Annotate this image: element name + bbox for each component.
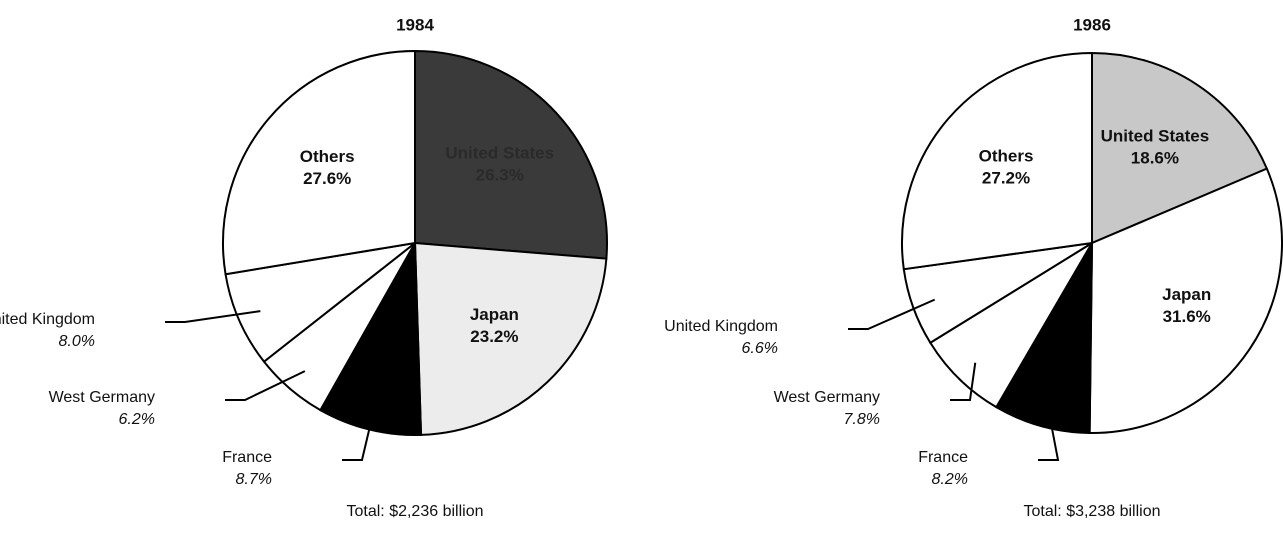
value-label: 26.3% (476, 165, 524, 184)
category-label: Others (979, 147, 1034, 166)
leader-line (225, 370, 306, 401)
pie-slice (928, 242, 1093, 409)
chart-title: 1984 (396, 15, 434, 34)
category-label: France (222, 449, 272, 466)
value-label: 8.7% (236, 471, 272, 488)
category-label: West Germany (49, 389, 155, 406)
pie-slice (413, 241, 608, 436)
pie-slice (414, 49, 608, 260)
leader-line (342, 406, 376, 461)
category-label: United Kingdom (664, 318, 778, 335)
chart-title: 1986 (1073, 15, 1111, 34)
total-annotation: Total: $3,238 billion (1024, 503, 1161, 520)
category-label: Others (300, 147, 355, 166)
value-label: 7.8% (844, 411, 880, 428)
value-label: 8.0% (59, 333, 95, 350)
leader-line (1038, 403, 1060, 461)
category-label: United States (1101, 126, 1210, 145)
category-label: West Germany (774, 389, 880, 406)
leader-line (848, 298, 936, 330)
leader-line (165, 310, 261, 323)
pie-slice (1091, 51, 1269, 245)
pie-slice (1088, 167, 1283, 434)
value-label: 31.6% (1163, 307, 1211, 326)
category-label: Japan (1162, 285, 1211, 304)
leader-line (950, 362, 977, 401)
value-label: 23.2% (470, 327, 518, 346)
category-label: United Kingdom (0, 311, 95, 328)
category-label: Japan (470, 305, 519, 324)
value-label: 27.6% (303, 169, 351, 188)
category-label: United States (445, 143, 554, 162)
pie-slice (994, 239, 1094, 434)
pie-slice (901, 51, 1093, 271)
pie-slice (224, 242, 416, 364)
pie-slice (222, 49, 416, 276)
category-label: France (918, 449, 968, 466)
total-annotation: Total: $2,236 billion (347, 503, 484, 520)
value-label: 6.2% (119, 411, 155, 428)
value-label: 8.2% (932, 471, 968, 488)
value-label: 18.6% (1131, 148, 1179, 167)
value-label: 27.2% (982, 169, 1030, 188)
value-label: 6.6% (742, 340, 778, 357)
